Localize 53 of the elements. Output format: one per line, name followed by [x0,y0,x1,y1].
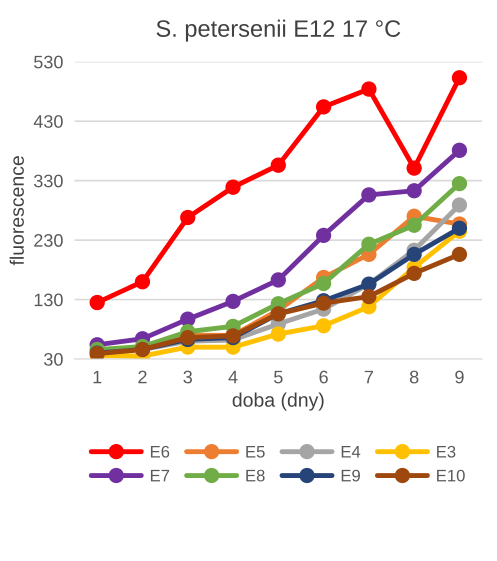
y-tick-label: 330 [34,174,63,188]
point [270,158,286,173]
x-tick-label: 7 [364,370,373,384]
legend-label: E4 [342,446,360,458]
point [134,274,150,290]
point [316,99,332,115]
y-tick-label: 430 [34,115,63,128]
point [316,228,332,243]
legend-label: E8 [246,470,265,482]
point [270,272,286,288]
x-tick-label: 8 [410,370,418,384]
point [452,176,468,192]
legend-label: E7 [150,470,170,482]
point [361,288,377,304]
x-axis-title: doba (dny) [232,392,324,411]
y-tick-label: 30 [44,352,63,366]
point [406,160,422,176]
x-tick-label: 6 [320,370,328,384]
x-tick-label: 4 [228,370,238,384]
point [180,210,196,226]
x-tick-label: 5 [274,370,283,384]
point [361,187,377,203]
y-tick-label: 230 [34,234,63,247]
point [452,197,468,213]
x-tick-label: 1 [94,370,102,384]
legend-label: E5 [246,446,265,458]
x-tick-label: 3 [183,370,192,384]
point [406,218,422,233]
point [452,246,468,262]
legend-label: E6 [150,446,170,458]
point [406,266,422,282]
legend-label: E9 [342,470,360,482]
point [90,294,105,310]
y-tick-label: 530 [34,56,63,68]
point [452,220,468,236]
point [361,81,377,97]
point [270,326,286,342]
point [406,246,422,262]
legend-label: E3 [437,446,456,458]
point [452,142,468,158]
y-axis-title: fluorescence [10,156,24,266]
point [406,183,422,198]
chart-title: S. petersenii E12 17 °C [156,20,400,42]
point [316,318,332,334]
point [225,180,241,195]
x-tick-label: 9 [455,370,464,384]
point [225,294,241,309]
point [316,276,332,292]
x-tick-label: 2 [138,370,147,384]
y-tick-label: 130 [34,294,63,306]
point [361,236,377,252]
legend-label: E10 [437,470,465,482]
point [452,70,468,86]
